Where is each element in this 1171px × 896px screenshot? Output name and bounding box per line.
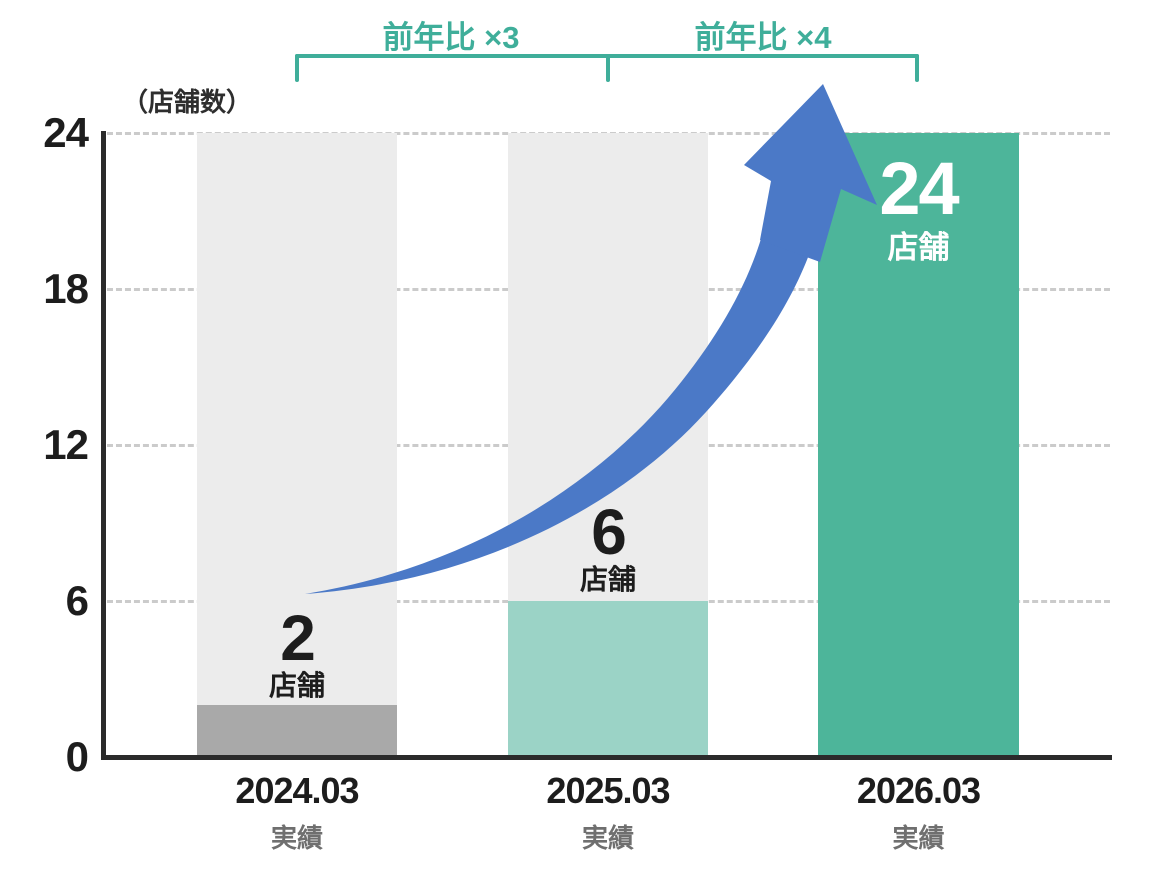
bar-2025-value-unit: 店舗 <box>579 564 636 595</box>
bracket-tick-middle <box>606 54 610 82</box>
bar-2026-value-unit: 店舗 <box>887 230 950 265</box>
x-axis-line <box>101 755 1112 760</box>
y-axis-line <box>101 131 106 759</box>
x-label-2024-year: 2024.03 <box>235 770 359 811</box>
bar-2026-value: 24 <box>879 147 959 230</box>
y-tick-24: 24 <box>43 109 89 156</box>
y-tick-0: 0 <box>65 733 89 780</box>
bar-2026-value-label-group: 24 店舗 <box>818 147 1019 265</box>
growth-annotation-x4: 前年比 ×4 <box>694 20 832 55</box>
bar-2024 <box>197 705 397 757</box>
growth-annotation-x3: 前年比 ×3 <box>382 20 520 55</box>
bar-2024-value: 2 <box>280 602 316 674</box>
y-axis-unit-label: （店舗数） <box>121 87 252 117</box>
bracket-tick-right <box>915 54 919 82</box>
x-label-2025-note: 実績 <box>581 823 634 853</box>
y-tick-18: 18 <box>43 265 89 312</box>
x-label-2026-note: 実績 <box>892 823 945 853</box>
x-label-2024-note: 実績 <box>270 823 323 853</box>
bar-2025-value-label-group: 6 店舗 <box>508 500 708 594</box>
y-tick-12: 12 <box>43 421 89 468</box>
bar-2025 <box>508 601 708 757</box>
bar-2024-value-unit: 店舗 <box>268 670 325 701</box>
x-label-2025: 2025.03 実績 <box>508 770 708 855</box>
y-tick-6: 6 <box>65 577 89 624</box>
x-label-2024: 2024.03 実績 <box>197 770 397 855</box>
bar-2025-value: 6 <box>591 496 627 568</box>
x-label-2025-year: 2025.03 <box>546 770 670 811</box>
bar-2024-value-label-group: 2 店舗 <box>197 606 397 700</box>
bracket-tick-left <box>295 54 299 82</box>
x-label-2026-year: 2026.03 <box>856 770 981 811</box>
x-label-2026: 2026.03 実績 <box>818 770 1019 855</box>
